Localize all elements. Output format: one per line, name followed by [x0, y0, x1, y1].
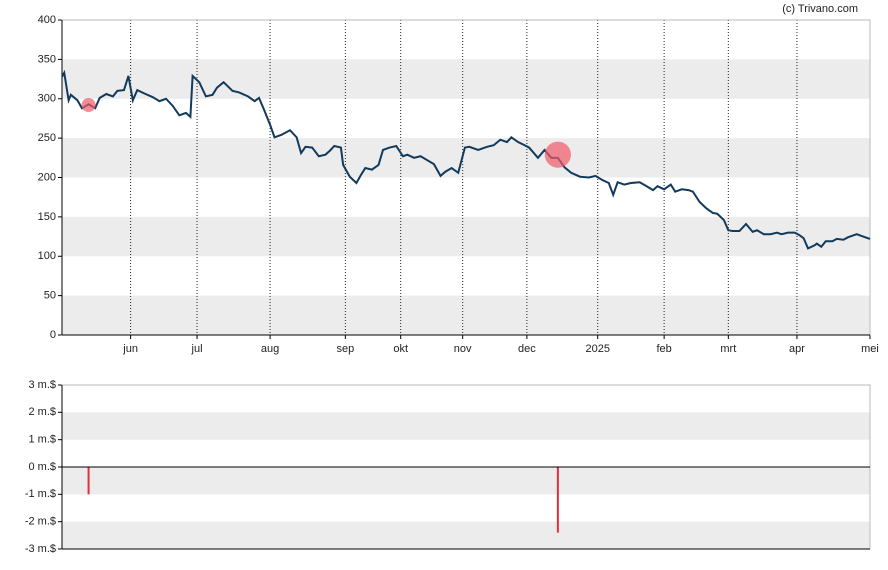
y-tick-label: 350	[38, 53, 56, 65]
y-tick-label: -2 m.$	[25, 516, 56, 528]
y-tick-label: 150	[38, 211, 56, 223]
y-tick-label: 3 m.$	[28, 379, 56, 391]
source: (c) Trivano.com	[782, 3, 858, 15]
x-tick-label: mrt	[720, 343, 736, 355]
y-tick-label: 100	[38, 250, 56, 262]
y-tick-label: 2 m.$	[28, 406, 56, 418]
grid-band	[62, 59, 870, 99]
y-tick-label: 250	[38, 132, 56, 144]
x-tick-label: nov	[454, 343, 472, 355]
trade-marker	[81, 98, 96, 113]
bar	[87, 467, 90, 495]
trade-marker	[544, 141, 571, 168]
x-tick-label: apr	[789, 343, 805, 355]
y-tick-label: 0 m.$	[28, 461, 56, 473]
grid-band	[62, 412, 870, 440]
y-tick-label: 0	[50, 329, 56, 341]
y-tick-label: 50	[44, 290, 56, 302]
y-tick-label: -3 m.$	[25, 543, 56, 555]
x-tick-label: 2025	[585, 343, 609, 355]
x-tick-label: sep	[336, 343, 354, 355]
price-line	[61, 69, 871, 250]
grid-band	[62, 467, 870, 495]
grid-band	[62, 521, 870, 549]
y-tick-label: 200	[38, 171, 56, 183]
x-tick-label: feb	[656, 343, 671, 355]
y-tick-label: 300	[38, 93, 56, 105]
y-tick-label: 400	[38, 14, 56, 26]
y-tick-label: -1 m.$	[25, 488, 56, 500]
x-tick-label: jul	[191, 343, 203, 355]
x-tick-label: jun	[122, 343, 138, 355]
x-tick-label: okt	[393, 343, 408, 355]
x-tick-label: mei	[861, 343, 879, 355]
bar	[556, 467, 559, 533]
x-tick-label: aug	[261, 343, 279, 355]
grid-band	[62, 295, 870, 335]
y-tick-label: 1 m.$	[28, 434, 56, 446]
grid-band	[62, 216, 870, 257]
x-tick-label: dec	[518, 343, 536, 355]
grid-band	[62, 138, 870, 178]
